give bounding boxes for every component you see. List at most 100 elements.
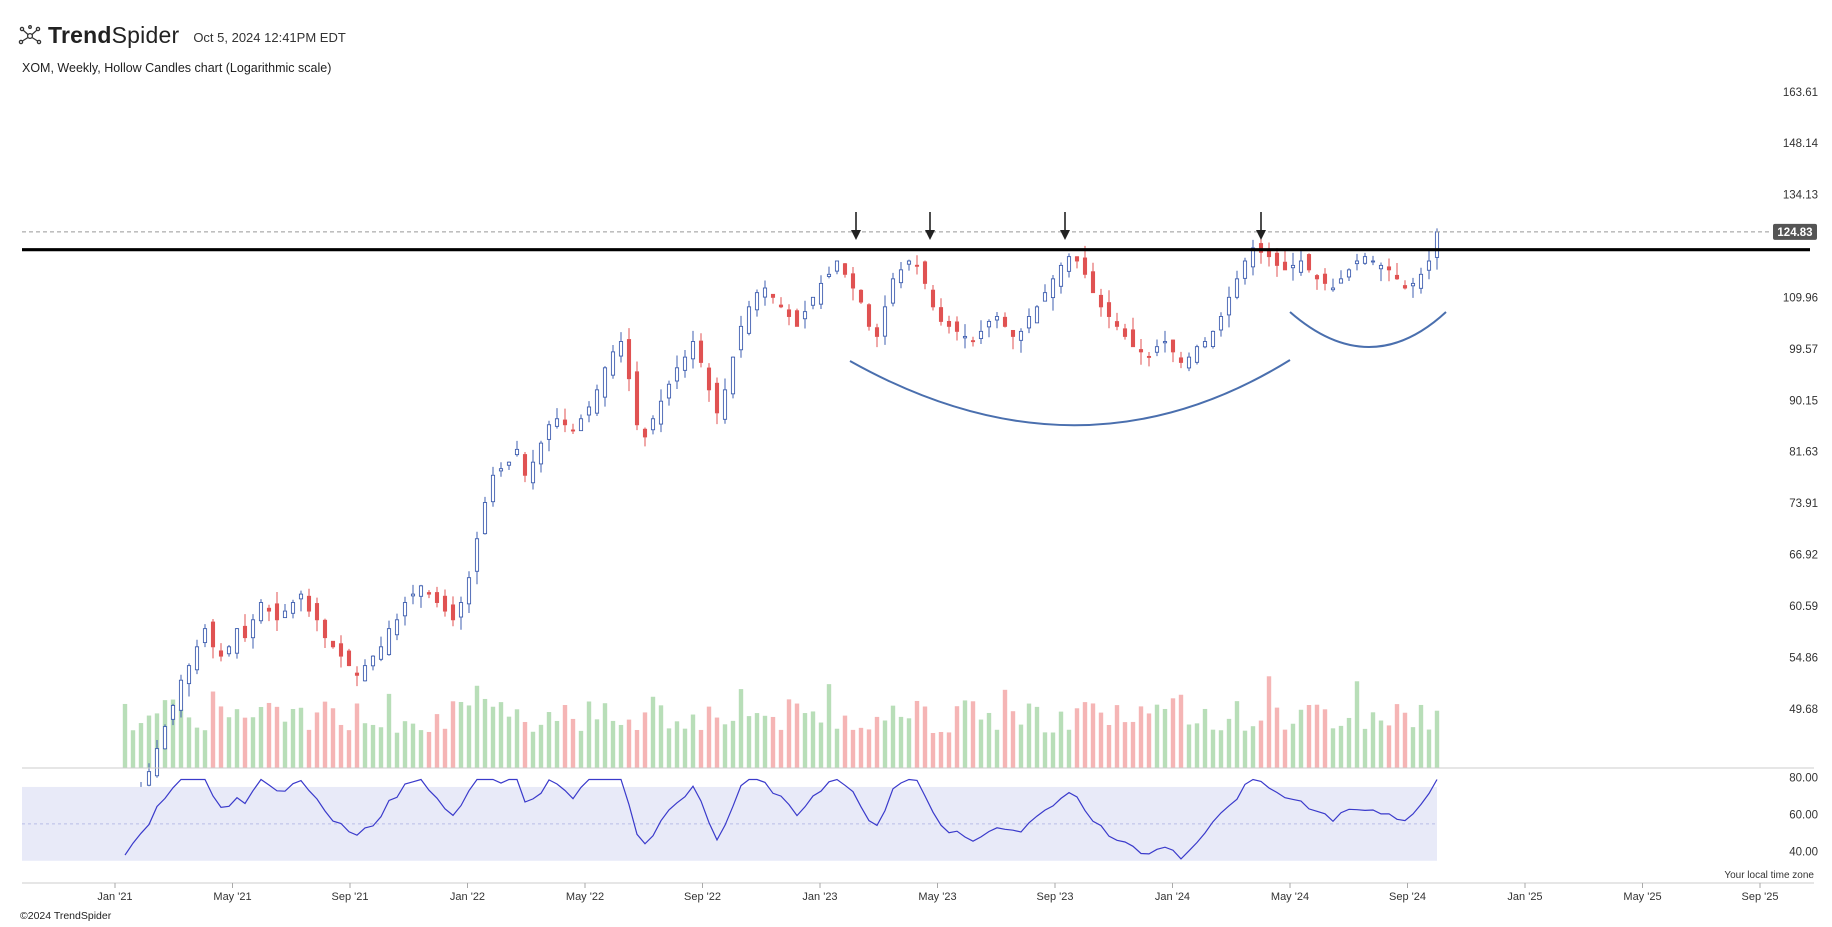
rsi-tick-label: 80.00	[1789, 773, 1818, 785]
volume-bar	[1210, 729, 1216, 768]
candle-body	[738, 325, 744, 351]
volume-bar	[370, 724, 376, 768]
candle-body	[1234, 278, 1240, 298]
candle-body	[234, 628, 240, 654]
x-tick-label: Sep '24	[1389, 891, 1426, 903]
volume-bar	[338, 724, 344, 768]
candle-body	[690, 341, 696, 360]
volume-bar	[1090, 703, 1096, 768]
candle-body	[458, 602, 464, 618]
candle-body	[1306, 254, 1312, 271]
volume-bar	[282, 721, 288, 768]
volume-bar	[258, 706, 264, 768]
candle-body	[722, 389, 728, 420]
candle-body	[602, 367, 608, 398]
candle-body	[626, 339, 632, 380]
volume-bar	[714, 717, 720, 768]
candle-body	[546, 424, 552, 440]
volume-bar	[826, 684, 832, 768]
candle-body	[330, 640, 336, 648]
candle-body	[890, 278, 896, 304]
volume-bar	[354, 703, 360, 768]
volume-bar	[490, 706, 496, 768]
volume-bar	[434, 714, 440, 768]
volume-bar	[570, 718, 576, 768]
volume-bar	[978, 719, 984, 768]
volume-bar	[1434, 710, 1440, 768]
volume-bar	[1130, 721, 1136, 768]
candle-body	[354, 672, 360, 676]
volume-bar	[418, 730, 424, 768]
candle-body	[922, 261, 928, 284]
volume-bar	[210, 691, 216, 768]
y-tick-label: 90.15	[1789, 395, 1818, 407]
candle-body	[586, 406, 592, 416]
candle-body	[178, 679, 184, 711]
candle-body	[794, 310, 800, 327]
candle-body	[1178, 357, 1184, 363]
volume-bar	[298, 707, 304, 768]
volume-bar	[1178, 694, 1184, 768]
candle-body	[1066, 256, 1072, 272]
x-tick-label: Sep '23	[1037, 891, 1074, 903]
candle-body	[1226, 296, 1232, 316]
volume-bar	[634, 729, 640, 768]
volume-bar	[834, 728, 840, 768]
candle-body	[1394, 274, 1400, 280]
candle-body	[1186, 356, 1192, 369]
candle-body	[410, 593, 416, 597]
candle-body	[882, 306, 888, 337]
brand-header: TrendSpider Oct 5, 2024 12:41PM EDT	[18, 22, 346, 49]
brand-regular: Spider	[111, 22, 180, 48]
volume-bar	[866, 729, 872, 768]
volume-bar	[738, 689, 744, 768]
y-tick-label: 49.68	[1789, 704, 1818, 716]
candle-body	[1386, 266, 1392, 271]
volume-bar	[202, 730, 208, 768]
candle-body	[1290, 264, 1296, 269]
volume-bar	[330, 708, 336, 768]
candle-body	[834, 260, 840, 272]
candle-body	[506, 461, 512, 466]
timezone-note: Your local time zone	[1724, 870, 1814, 881]
candle-body	[498, 468, 504, 472]
candle-body	[634, 371, 640, 426]
candle-body	[490, 474, 496, 503]
y-tick-label: 99.57	[1789, 344, 1818, 356]
volume-bar	[458, 701, 464, 768]
candle-body	[642, 428, 648, 438]
candle-body	[1202, 341, 1208, 348]
y-tick-label: 54.86	[1789, 652, 1818, 664]
candle-body	[466, 577, 472, 605]
volume-bar	[394, 732, 400, 768]
candle-body	[282, 610, 288, 619]
cup-curve-small	[1289, 311, 1447, 348]
volume-bar	[482, 698, 488, 768]
candle-body	[346, 650, 352, 667]
volume-bar	[1194, 723, 1200, 768]
candle-body	[730, 356, 736, 395]
candle-body	[418, 585, 424, 597]
volume-bar	[842, 715, 848, 768]
candle-body	[306, 595, 312, 612]
last-price-badge	[1773, 223, 1817, 240]
candle-body	[1194, 346, 1200, 363]
volume-bar	[1042, 732, 1048, 768]
volume-bar	[554, 720, 560, 768]
volume-bar	[1330, 728, 1336, 768]
x-tick-label: May '24	[1271, 891, 1309, 903]
y-tick-label: 109.96	[1783, 293, 1818, 305]
volume-bar	[658, 705, 664, 768]
volume-bar	[1082, 702, 1088, 768]
volume-bar	[802, 713, 808, 768]
volume-bar	[1186, 724, 1192, 768]
rsi-tick-label: 60.00	[1789, 810, 1818, 822]
candle-body	[818, 282, 824, 305]
down-arrow-head	[1256, 230, 1266, 240]
volume-bar	[1226, 718, 1232, 768]
candle-body	[1418, 273, 1424, 289]
volume-bar	[1418, 704, 1424, 768]
candle-body	[1402, 285, 1408, 289]
volume-bar	[730, 720, 736, 768]
